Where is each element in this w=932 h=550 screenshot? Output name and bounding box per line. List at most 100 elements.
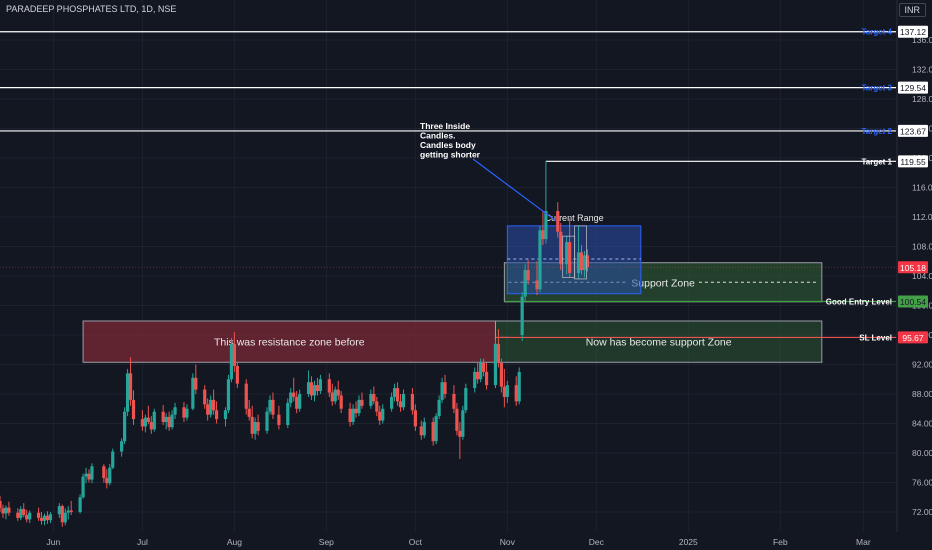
annotation-text: getting shorter	[420, 150, 481, 160]
level-price-value: 129.54	[900, 83, 926, 93]
candle-body	[140, 419, 145, 427]
candle-body	[333, 389, 337, 402]
candle-body	[63, 512, 67, 523]
level-price-value: 123.67	[900, 126, 926, 136]
candle-body	[212, 399, 216, 411]
zone-label: Support Zone	[631, 277, 695, 289]
currency-badge[interactable]: INR	[898, 3, 926, 17]
time-tick-label: Jun	[47, 537, 61, 547]
price-axis[interactable]: 72.0076.0080.0084.0088.0092.0096.00100.0…	[896, 0, 932, 532]
level-label: Target 2	[861, 127, 892, 136]
candle-body	[66, 510, 70, 513]
candle-body	[392, 388, 397, 397]
candle-body	[354, 408, 358, 414]
candle-body	[173, 407, 177, 415]
time-tick-label: Oct	[409, 537, 423, 547]
candle-body	[312, 385, 317, 396]
candle-body	[161, 411, 165, 423]
annotation-text: Candles.	[420, 131, 455, 141]
candle-body	[336, 389, 340, 396]
candle-body	[348, 408, 352, 423]
price-tick-label: 136.00	[912, 35, 932, 45]
candle-body	[57, 506, 61, 515]
candle-body	[84, 473, 88, 477]
candle-body	[1, 508, 5, 514]
candle-body	[277, 414, 281, 425]
time-tick-label: Dec	[589, 537, 605, 547]
candle-body	[271, 399, 275, 415]
chart-candles	[0, 160, 590, 527]
candle-body	[292, 392, 296, 397]
candle-body	[203, 389, 207, 405]
candle-body	[295, 396, 299, 409]
zone-box	[506, 225, 642, 295]
symbol-title: PARADEEP PHOSPHATES LTD, 1D, NSE	[6, 4, 177, 14]
candle-body	[502, 386, 506, 397]
candle-body	[265, 411, 269, 431]
candle-body	[559, 231, 563, 265]
time-axis[interactable]: Jun Jul Aug Sep Oct Nov Dec 2025 Feb Mar	[47, 537, 871, 547]
level-label: Target 3	[861, 84, 892, 93]
candle-body	[360, 399, 364, 406]
candle-body	[286, 402, 290, 425]
candle-body	[87, 473, 91, 480]
candle-body	[330, 392, 334, 402]
candle-body	[289, 392, 293, 403]
time-tick-label: Sep	[319, 537, 334, 547]
price-tick-label: 108.00	[912, 242, 932, 252]
annotation-arrow	[472, 158, 557, 222]
candle-body	[351, 408, 355, 423]
candle-body	[164, 416, 168, 423]
time-tick-label: Mar	[856, 537, 871, 547]
level-price-tag	[898, 331, 928, 344]
candle-body	[111, 451, 115, 468]
candle-body	[458, 430, 462, 437]
candle-body	[401, 394, 406, 408]
candle-body	[185, 408, 189, 418]
candle-body	[375, 401, 379, 412]
candle-body	[544, 211, 548, 240]
candle-body	[568, 242, 572, 274]
level-price-value: 137.12	[900, 27, 926, 37]
candle-body	[496, 343, 501, 364]
price-tick-label: 116.00	[912, 183, 932, 193]
candle-body	[419, 426, 423, 436]
candle-body	[268, 399, 272, 412]
candle-body	[250, 416, 254, 434]
price-tick-label: 80.00	[912, 448, 932, 458]
price-tick-label: 72.00	[912, 507, 932, 517]
candle-body	[398, 401, 403, 408]
candle-body	[182, 407, 186, 418]
candle-body	[437, 399, 441, 417]
candle-body	[131, 399, 136, 420]
candle-body	[520, 296, 524, 335]
candle-body	[523, 270, 527, 297]
time-tick-label: 2025	[679, 537, 698, 547]
candle-body	[7, 507, 11, 513]
candle-body	[431, 422, 435, 442]
candle-body	[19, 509, 23, 518]
price-tick-label: 112.00	[912, 212, 932, 222]
candle-body	[28, 512, 32, 520]
price-tick-label: 132.00	[912, 65, 932, 75]
candle-body	[191, 377, 195, 409]
candle-body	[45, 515, 50, 521]
candle-body	[194, 377, 198, 390]
candle-body	[473, 371, 477, 389]
candle-body	[315, 385, 320, 392]
last-price-value: 105.18	[900, 263, 926, 273]
zone-label: Now has become support Zone	[586, 337, 732, 349]
level-price-value: 100.54	[900, 297, 926, 307]
level-label: Target 4	[861, 28, 892, 37]
candle-body	[128, 373, 133, 400]
candle-body	[582, 255, 587, 271]
time-tick-label: Nov	[500, 537, 516, 547]
candle-body	[309, 382, 314, 396]
candle-body	[381, 408, 385, 421]
annotation-text: Three Inside	[420, 121, 470, 131]
inside-candle-box	[574, 225, 587, 280]
candle-body	[48, 514, 53, 521]
level-label: SL Level	[859, 333, 892, 342]
candle-body	[464, 388, 468, 411]
